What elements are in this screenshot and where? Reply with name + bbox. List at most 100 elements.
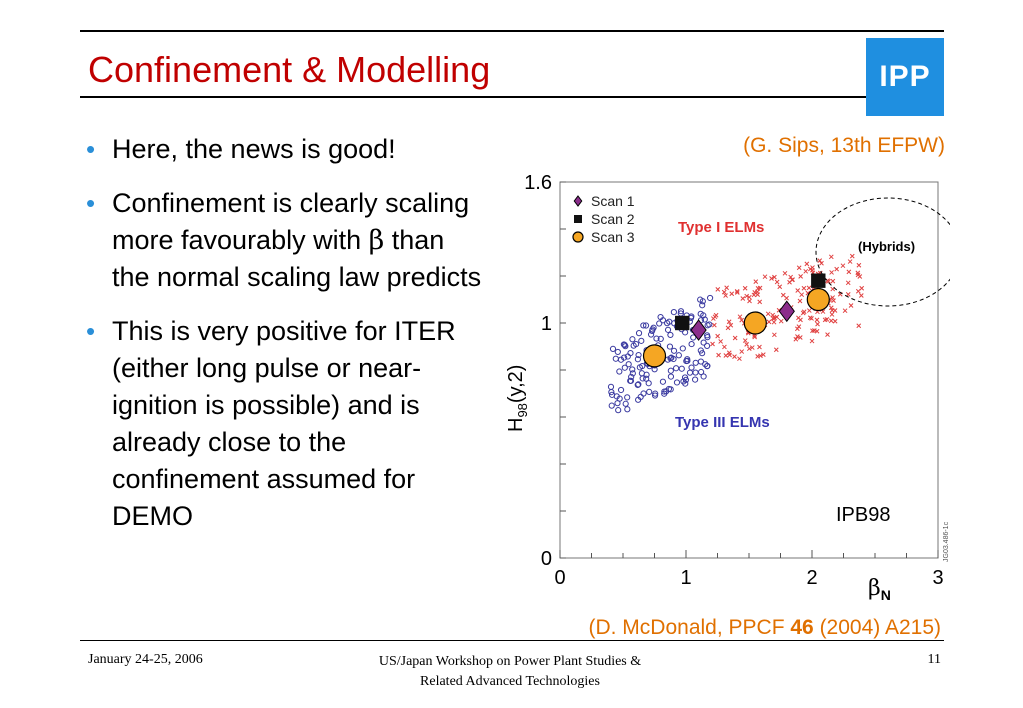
bullet-dot-icon: •: [86, 316, 96, 346]
cloud-cross-stroke: [857, 274, 863, 279]
cloud-cross-stroke: [780, 292, 786, 298]
cloud-cross-stroke: [772, 332, 777, 338]
cloud-cross-stroke: [817, 258, 823, 263]
type-i-point: [724, 285, 729, 291]
cloud-cross-stroke: [734, 288, 740, 294]
type-i-point: [842, 308, 848, 314]
type-i-point: [810, 328, 815, 334]
type-i-point: [766, 319, 772, 325]
type-i-point: [757, 285, 763, 291]
type-i-point: [740, 296, 746, 301]
citation-post: (2004) A215): [813, 616, 941, 639]
x-tick-label: 1: [680, 567, 691, 589]
type-i-point: [742, 285, 748, 291]
cloud-cross-stroke: [713, 312, 719, 318]
bullet-dot-icon: •: [86, 188, 96, 218]
type-i-point: [747, 298, 752, 304]
type-i-point: [858, 293, 864, 298]
type-iii-point: [706, 294, 714, 302]
cloud-cross-stroke: [793, 336, 799, 342]
top-rule: [80, 30, 944, 32]
type-i-point: [762, 274, 768, 280]
scan-point-circle: [642, 344, 667, 368]
type-iii-point: [624, 394, 631, 401]
annotation-hybrids: (Hybrids): [858, 239, 915, 254]
cloud-cross-stroke: [856, 262, 862, 268]
bullet-list: • Here, the news is good! • Confinement is…: [86, 131, 486, 552]
type-i-point: [845, 280, 851, 286]
type-iii-point: [635, 351, 642, 359]
type-i-point: [793, 336, 799, 342]
type-i-point: [769, 276, 774, 281]
type-i-point: [806, 308, 812, 313]
cloud-cross-stroke: [828, 254, 834, 260]
type-i-point: [819, 260, 824, 266]
type-iii-point: [608, 402, 615, 409]
hybrids-ellipse: [815, 197, 950, 307]
scan-point-square: [675, 315, 690, 331]
type-i-point: [771, 319, 777, 325]
cloud-cross-stroke: [744, 341, 750, 347]
cloud-cross-stroke: [739, 317, 745, 323]
type-i-point: [772, 274, 777, 280]
type-iii-point: [663, 388, 670, 395]
cloud-cross-stroke: [724, 285, 729, 291]
cloud-cross-stroke: [814, 317, 820, 323]
cloud-cross-stroke: [797, 298, 803, 304]
type-iii-point: [684, 357, 691, 364]
type-i-point: [809, 316, 814, 321]
type-iii-point: [704, 363, 711, 370]
type-i-point: [795, 334, 800, 339]
h98-vs-betan-chart: 0 1 2 3 0 1 1.6 Scan 1 Scan 2 Scan 3 Type I ELMs…: [505, 172, 950, 603]
type-iii-point: [642, 322, 650, 329]
cloud-cross-stroke: [715, 287, 721, 292]
type-i-point: [828, 318, 834, 324]
cloud-cross-stroke: [772, 274, 777, 280]
figure-id: JG03.486-1c: [943, 521, 950, 562]
type-iii-point: [697, 347, 704, 354]
cloud-cross-stroke: [757, 344, 762, 350]
type-iii-point: [692, 376, 699, 383]
type-i-point: [716, 352, 721, 358]
cloud-cross-stroke: [798, 274, 803, 279]
type-i-point: [834, 266, 840, 272]
type-i-point: [774, 314, 780, 320]
type-i-point: [814, 317, 820, 323]
type-iii-point: [667, 331, 674, 339]
type-i-point: [746, 346, 752, 352]
type-i-point: [752, 334, 758, 340]
type-i-point: [845, 292, 851, 297]
type-i-point: [804, 261, 810, 267]
cloud-cross-stroke: [825, 332, 830, 338]
x-axis-label: βN: [868, 576, 891, 603]
slide-title: Confinement & Modelling: [88, 49, 491, 90]
type-iii-point: [615, 407, 622, 414]
bullet-item: • Confinement is clearly scaling more fav…: [86, 185, 486, 296]
type-iii-point: [682, 376, 690, 384]
type-i-point: [830, 295, 836, 300]
type-iii-point: [702, 361, 709, 368]
cloud-cross-stroke: [794, 326, 800, 332]
type-iii-point: [647, 331, 655, 338]
type-i-point: [826, 279, 831, 284]
type-i-point: [828, 254, 834, 260]
cloud-cross-stroke: [830, 278, 836, 284]
cloud-cross-stroke: [774, 279, 780, 285]
type-i-point: [824, 317, 830, 322]
type-iii-point: [632, 340, 640, 348]
type-iii-point: [639, 375, 646, 382]
type-i-point: [770, 312, 776, 318]
cloud-cross-stroke: [809, 338, 815, 344]
cloud-cross-stroke: [732, 354, 737, 359]
type-iii-point: [666, 343, 674, 350]
type-i-point: [715, 287, 721, 292]
type-iii-point: [706, 321, 713, 328]
x-tick-label: 3: [932, 567, 943, 589]
type-i-point: [742, 338, 748, 343]
cloud-cross-stroke: [732, 335, 738, 341]
type-iii-point: [657, 335, 664, 342]
type-iii-point: [667, 373, 675, 380]
type-iii-point: [614, 400, 621, 407]
cloud-cross-stroke: [747, 298, 752, 304]
cloud-cross-stroke: [810, 328, 815, 334]
